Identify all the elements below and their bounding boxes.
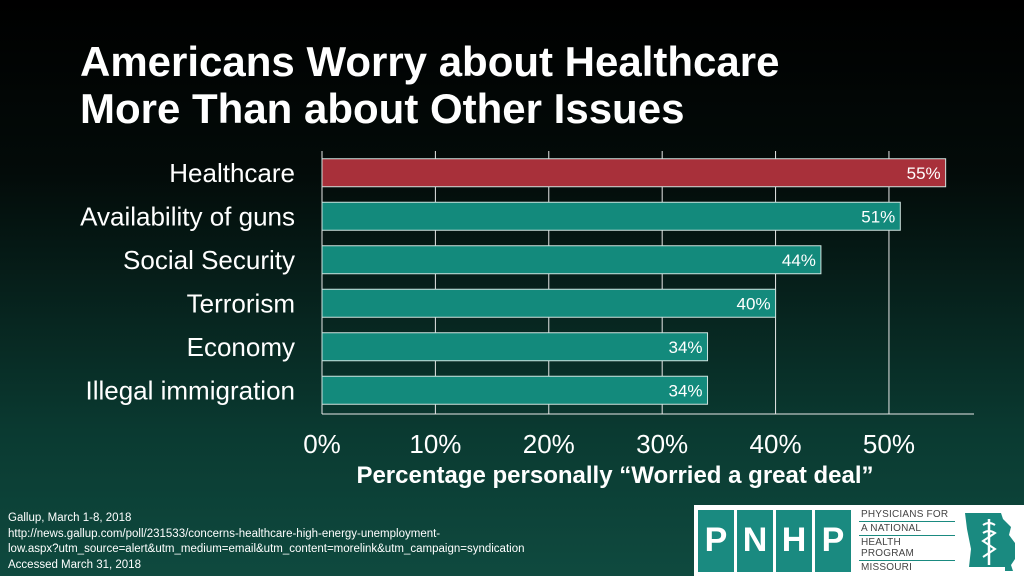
chart-title: Americans Worry about Healthcare More Th… [80,38,779,132]
category-label: Healthcare [169,158,295,188]
logo-letter: H [776,509,812,572]
category-label: Illegal immigration [85,375,295,405]
chart-title-line-1: Americans Worry about Healthcare [80,38,780,85]
logo-letter: P [815,509,851,572]
category-label: Availability of guns [80,201,295,231]
bar-value-label: 34% [668,338,702,357]
x-tick-label: 30% [636,429,688,459]
bar [321,201,901,231]
bar [321,332,709,362]
pnhp-logo: P N H P PHYSICIANS FOR A NATIONAL HEALTH… [694,505,1024,576]
bar-value-label: 44% [782,251,816,270]
bar-value-label: 34% [668,381,702,400]
category-label: Economy [187,332,295,362]
category-label: Social Security [123,245,295,275]
logo-line: A NATIONAL [859,522,955,536]
category-label: Terrorism [187,288,295,318]
logo-letter: N [737,509,773,572]
bar-value-label: 51% [861,207,895,226]
missouri-caduceus-icon [965,512,1015,571]
x-tick-label: 50% [863,429,915,459]
bar [321,288,777,318]
x-tick-label: 10% [409,429,461,459]
source-line-2: http://news.gallup.com/poll/231533/conce… [8,527,441,540]
source-line-3: low.aspx?utm_source=alert&utm_medium=ema… [8,543,525,555]
x-tick-label: 0% [303,429,341,459]
logo-line: MISSOURI [861,561,913,573]
x-tick-label: 40% [750,429,802,459]
logo-line: PHYSICIANS FOR [859,508,955,522]
logo-letter: P [698,509,734,572]
x-axis-label: Percentage personally “Worried a great d… [356,462,874,489]
bar-value-label: 55% [907,164,941,183]
x-tick-label: 20% [523,429,575,459]
bar-value-label: 40% [737,294,771,313]
logo-letters: P N H P [698,509,851,572]
bar [321,375,709,405]
source-line-1: Gallup, March 1-8, 2018 [8,512,132,524]
source-citation: Gallup, March 1-8, 2018 http://news.gall… [8,511,525,573]
chart-title-line-2: More Than about Other Issues [80,85,685,132]
bar [321,158,947,188]
logo-org-name: PHYSICIANS FOR A NATIONAL HEALTH PROGRAM… [859,508,955,574]
bar-chart: 0% 10% 20% 30% 40% 50% 55% Healthcare 51% Availab… [80,151,974,459]
source-line-4: Accessed March 31, 2018 [8,558,141,571]
bar [321,245,822,275]
logo-line: HEALTH PROGRAM [859,536,955,561]
